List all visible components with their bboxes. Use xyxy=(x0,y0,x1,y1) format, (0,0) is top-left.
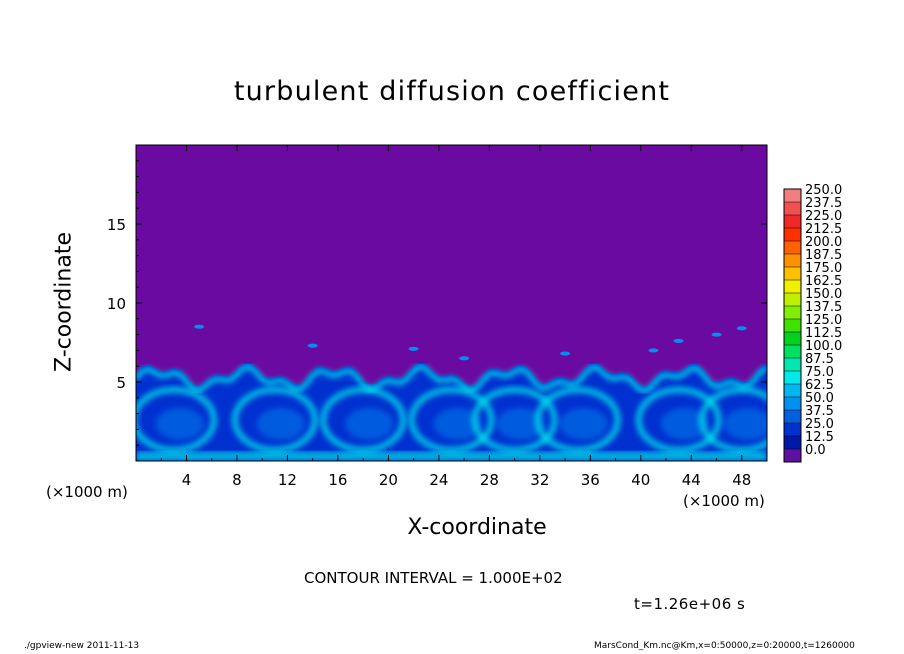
colorbar-label: 212.5 xyxy=(805,222,842,237)
colorbar-label: 200.0 xyxy=(805,235,842,250)
x-unit-label-left: (×1000 m) xyxy=(46,483,128,501)
colorbar-label: 25.0 xyxy=(805,417,834,432)
eddy-core xyxy=(256,407,305,440)
x-tick-label: 4 xyxy=(182,471,192,489)
eddy-core xyxy=(496,407,545,440)
colorbar-swatch xyxy=(784,358,801,371)
x-tick-label: 20 xyxy=(379,471,398,489)
colorbar-swatch xyxy=(784,293,801,306)
plume-blob xyxy=(648,348,659,353)
x-tick-label: 40 xyxy=(631,471,650,489)
colorbar-label: 0.0 xyxy=(805,443,826,458)
colorbar-swatch xyxy=(784,423,801,436)
plume-blob xyxy=(194,324,205,329)
colorbar-swatch xyxy=(784,228,801,241)
contour-interval-label: CONTOUR INTERVAL = 1.000E+02 xyxy=(304,569,563,587)
y-tick-label: 10 xyxy=(107,295,126,313)
x-tick-label: 16 xyxy=(328,471,347,489)
x-unit-label-right: (×1000 m) xyxy=(683,492,765,510)
plume-blob xyxy=(307,343,318,348)
colorbar-swatch xyxy=(784,280,801,293)
time-label: t=1.26e+06 s xyxy=(634,595,746,613)
x-axis: 4 8 12 16 20 24 28 32 36 40 44 48 xyxy=(160,145,751,489)
colorbar-swatch xyxy=(784,241,801,254)
colorbar-label: 75.0 xyxy=(805,365,834,380)
chart-title: turbulent diffusion coefficient xyxy=(233,76,671,107)
eddy-ring xyxy=(320,386,407,453)
x-tick-label: 44 xyxy=(682,471,701,489)
eddy-core xyxy=(433,407,482,440)
eddy-core xyxy=(345,407,394,440)
eddy-ring xyxy=(408,386,495,453)
eddy-ring xyxy=(136,386,217,453)
colorbar-label: 175.0 xyxy=(805,261,842,276)
surface-layer xyxy=(136,451,767,461)
x-tick-label: 32 xyxy=(530,471,549,489)
x-tick-label: 24 xyxy=(429,471,448,489)
plume-blob xyxy=(673,338,684,343)
x-axis-label: X-coordinate xyxy=(407,515,547,540)
plume-blob xyxy=(408,346,419,351)
eddy-ring xyxy=(534,386,621,453)
colorbar-swatch xyxy=(784,254,801,267)
plume-blob xyxy=(736,326,747,331)
y-tick-label: 15 xyxy=(107,216,126,234)
colorbar-swatch xyxy=(784,202,801,215)
colorbar-swatch xyxy=(784,436,801,449)
colorbar-label: 250.0 xyxy=(805,183,842,198)
layer-top-edge xyxy=(136,364,767,394)
y-axis: 5 10 15 xyxy=(107,160,767,446)
colorbar-swatch xyxy=(784,332,801,345)
colorbar-label: 87.5 xyxy=(805,352,834,367)
plume-blob xyxy=(560,351,571,356)
colorbar-label: 37.5 xyxy=(805,404,834,419)
colorbar-swatch xyxy=(784,410,801,423)
colorbar-label: 225.0 xyxy=(805,209,842,224)
colorbar-label: 237.5 xyxy=(805,196,842,211)
colorbar-swatch xyxy=(784,189,801,202)
plume-blob xyxy=(459,356,470,361)
eddy-ring xyxy=(471,386,558,453)
colorbar-label: 150.0 xyxy=(805,287,842,302)
eddy-core xyxy=(559,407,608,440)
colorbar-swatch xyxy=(784,371,801,384)
colorbar-swatch xyxy=(784,384,801,397)
colorbar-label: 162.5 xyxy=(805,274,842,289)
colorbar-label: 125.0 xyxy=(805,313,842,328)
colorbar-swatch xyxy=(784,449,801,462)
colorbar-label: 112.5 xyxy=(805,326,842,341)
colorbar-label: 62.5 xyxy=(805,378,834,393)
plume-blob xyxy=(711,332,722,337)
y-axis-label: Z-coordinate xyxy=(51,232,77,372)
eddy-core xyxy=(723,407,767,440)
turbulent-layer xyxy=(136,324,767,461)
colorbar-label: 187.5 xyxy=(805,248,842,263)
x-tick-label: 8 xyxy=(232,471,242,489)
colorbar-swatch xyxy=(784,215,801,228)
x-tick-label: 28 xyxy=(480,471,499,489)
colorbar-label: 12.5 xyxy=(805,430,834,445)
eddy-core xyxy=(660,407,709,440)
colorbar: 250.0237.5225.0212.5200.0187.5175.0162.5… xyxy=(783,183,842,463)
colorbar-swatch xyxy=(784,345,801,358)
eddy-ring xyxy=(231,386,318,453)
colorbar-swatch xyxy=(784,306,801,319)
x-tick-label: 48 xyxy=(732,471,751,489)
colorbar-label: 137.5 xyxy=(805,300,842,315)
eddy-ring xyxy=(698,386,767,453)
y-tick-label: 5 xyxy=(116,374,126,392)
eddy-core xyxy=(155,407,204,440)
colorbar-swatch xyxy=(784,319,801,332)
x-tick-label: 36 xyxy=(581,471,600,489)
colorbar-swatch xyxy=(784,267,801,280)
footer-command: ./gpview-new 2011-11-13 xyxy=(24,641,140,651)
colorbar-swatch xyxy=(784,397,801,410)
eddy-ring xyxy=(635,386,722,453)
x-tick-label: 12 xyxy=(278,471,297,489)
footer-file-info: MarsCond_Km.nc@Km,x=0:50000,z=0:20000,t=… xyxy=(594,641,855,651)
colorbar-label: 50.0 xyxy=(805,391,834,406)
colorbar-label: 100.0 xyxy=(805,339,842,354)
